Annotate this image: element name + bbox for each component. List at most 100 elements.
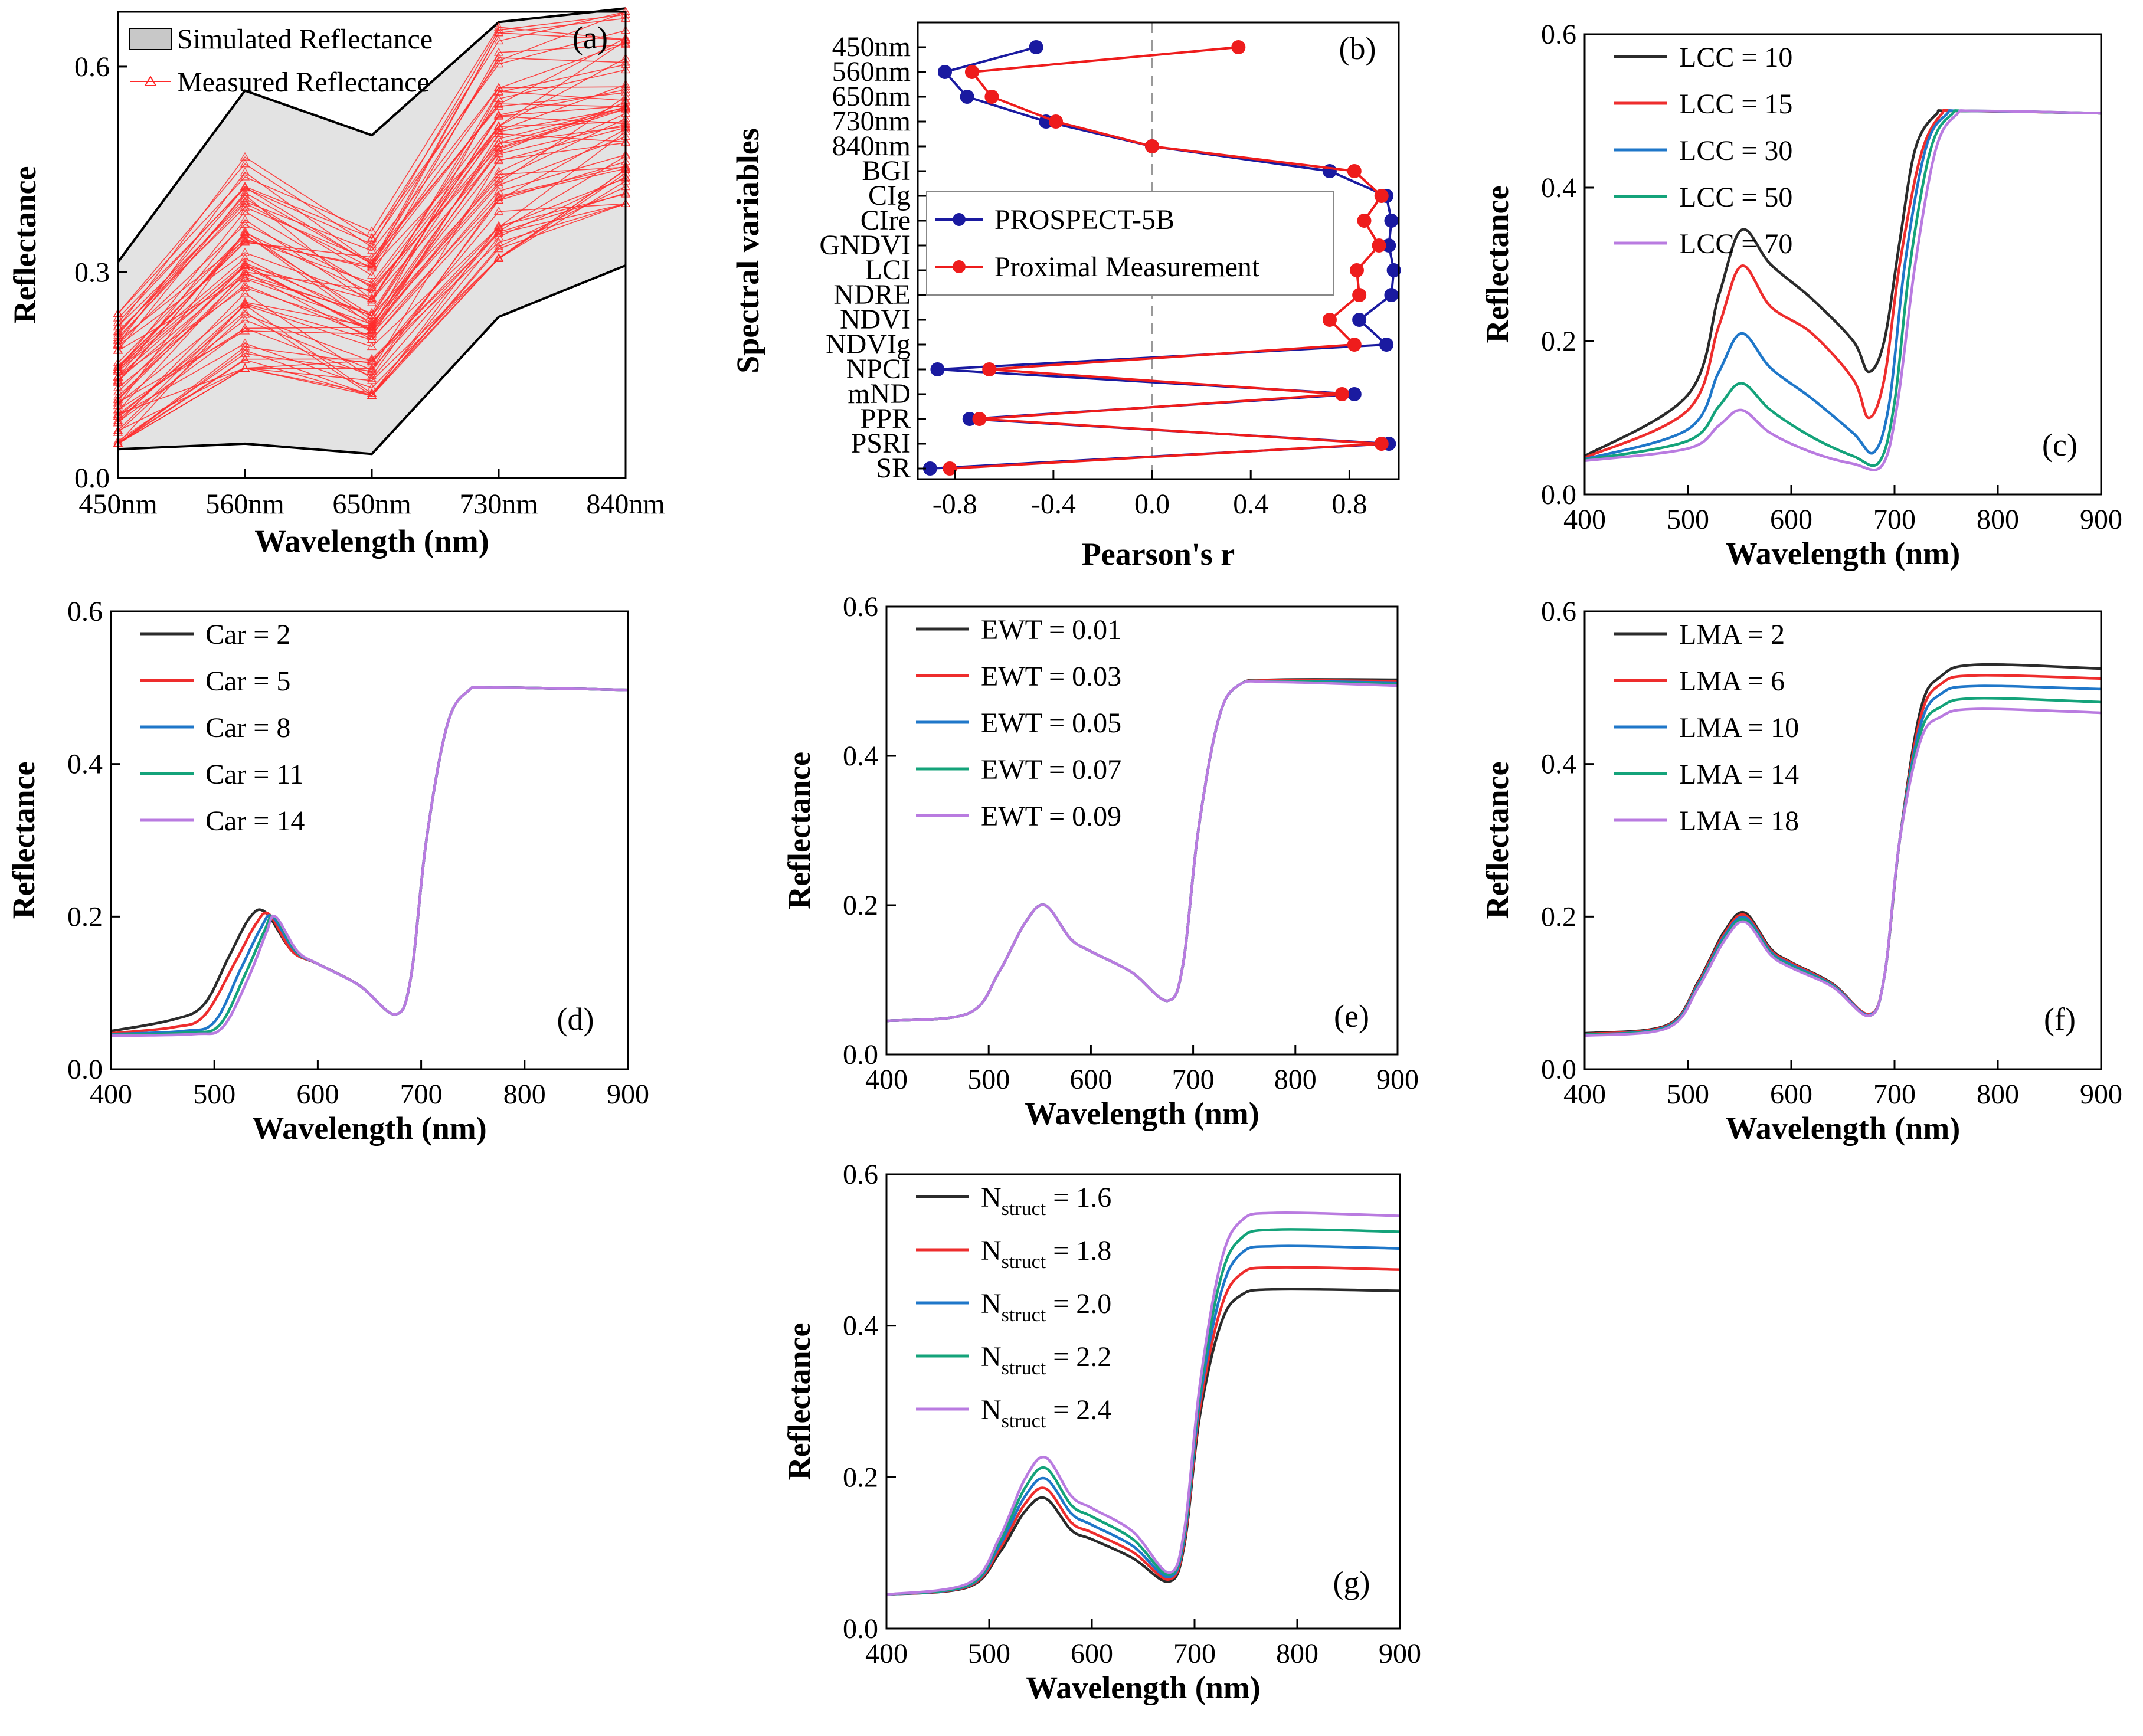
measured-line [117,154,626,444]
measured-line [117,107,626,342]
data-point [930,362,945,376]
data-point [943,461,957,476]
x-tick-label: 400 [865,1638,908,1669]
data-point [1384,214,1399,228]
series-line-e-3 [886,679,1398,1023]
x-tick-label: 900 [1376,1064,1419,1095]
y-tick-label: 840nm [832,130,911,162]
series-line-f-2 [1584,674,2102,1036]
measured-marker [367,293,377,302]
measured-marker [240,237,250,245]
legend-label: Simulated Reflectance [177,24,433,55]
simulated-upper-line [117,7,626,263]
series-line-c-1 [1583,109,2102,457]
measured-marker [493,111,504,120]
panel-label: (d) [557,1001,594,1037]
measured-line [117,11,626,319]
legend-swatch [129,28,172,50]
measured-line [117,131,626,421]
panel-label: (c) [2042,427,2077,463]
measured-marker [367,311,377,320]
data-point [1322,313,1337,327]
legend-label-value: = 2.4 [1046,1394,1111,1426]
measured-marker [367,366,377,375]
measured-line [117,203,626,444]
panel-label: (g) [1333,1565,1370,1600]
data-point [1029,40,1043,54]
series-line-c-4 [1584,109,2102,467]
measured-marker [493,155,504,163]
data-point [1347,164,1362,178]
legend-marker [144,76,157,86]
legend-box [926,191,1334,296]
series-line-g-5 [886,1211,1401,1596]
series-line-g-4 [886,1228,1401,1596]
legend-label: Car = 14 [205,805,305,837]
y-tick-label: NPCI [846,353,911,385]
measured-marker [367,295,377,304]
y-axis-title: Reflectance [7,166,42,324]
y-axis-title: Reflectance [781,752,817,909]
x-tick-label: 800 [1977,1079,2019,1110]
legend-label: Nstruct = 2.4 [981,1394,1111,1432]
measured-marker [240,202,250,211]
x-tick-label: 400 [865,1064,908,1095]
measured-marker [240,298,250,307]
series-line-d-4 [110,686,629,1037]
legend-label: Car = 8 [205,712,290,743]
measured-line [117,142,626,415]
x-tick-label: 600 [1069,1064,1112,1095]
x-tick-label: 400 [90,1079,132,1110]
x-tick-label: 730nm [459,489,538,520]
x-tick-label: 800 [1274,1064,1317,1095]
y-tick-label: 0.4 [843,1311,878,1342]
measured-marker [367,353,377,362]
x-tick-label: 700 [1873,504,1916,535]
measured-marker [367,335,377,343]
measured-line [117,121,626,383]
y-tick-label: 0.2 [1541,901,1576,932]
measured-line [117,203,626,415]
legend-label: Proximal Measurement [994,251,1260,283]
measured-marker [240,323,250,332]
x-tick-label: 700 [1172,1064,1215,1095]
series-line-f-3 [1584,684,2102,1037]
x-tick-label: 560nm [205,489,284,520]
y-tick-label: NDRE [833,279,911,310]
data-point [1049,114,1064,129]
y-tick-label: 450nm [832,31,911,63]
x-tick-label: 900 [2080,504,2122,535]
x-tick-label: 900 [607,1079,649,1110]
measured-line [117,86,626,327]
legend-label-value: = 2.2 [1046,1341,1111,1373]
legend-label: Nstruct = 1.8 [981,1235,1111,1273]
legend-label: Nstruct = 1.6 [981,1182,1111,1220]
legend-label-subscript: struct [1002,1304,1046,1326]
measured-marker [240,206,250,215]
measured-marker [493,47,504,56]
y-tick-label: 0.4 [843,741,878,772]
data-point [1347,338,1362,352]
panel-e: 400 500 600 700 800 900 0.0 0.2 0.4 0.6 Wavelength… [781,591,1419,1131]
y-tick-label: 650nm [832,81,911,112]
measured-marker [367,226,377,235]
series-line-d-1 [110,686,629,1033]
plot-frame-f [1583,610,2102,1070]
x-tick-label: 800 [1977,504,2019,535]
legend-label: Nstruct = 2.2 [981,1341,1111,1379]
measured-marker [493,55,504,64]
x-axis-title: Wavelength (nm) [1025,1096,1259,1131]
y-axis-title: Reflectance [781,1323,817,1480]
x-tick-label: 900 [1379,1638,1421,1669]
measured-line [117,42,626,336]
y-tick-label: BGI [862,155,911,186]
data-point [982,362,997,376]
measured-marker [493,99,504,107]
legend-marker [953,260,966,273]
data-point [1231,40,1246,54]
series-line-c-2 [1584,109,2102,459]
measured-marker [240,196,250,205]
measured-line [117,161,626,442]
panel-label: (e) [1334,998,1369,1034]
x-tick-label: 600 [1770,504,1812,535]
